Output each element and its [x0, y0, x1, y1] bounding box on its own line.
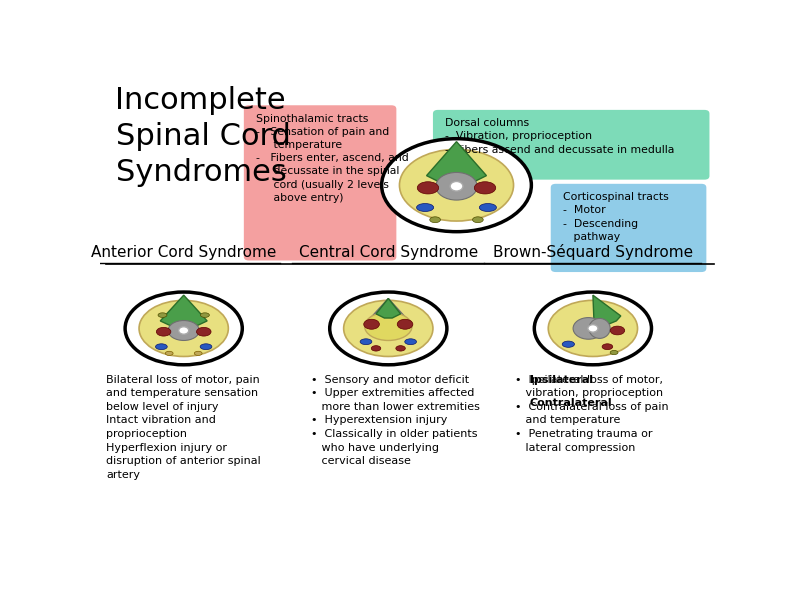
- Ellipse shape: [473, 217, 483, 223]
- Ellipse shape: [479, 203, 497, 211]
- FancyBboxPatch shape: [550, 184, 706, 272]
- Ellipse shape: [398, 319, 413, 329]
- Ellipse shape: [534, 292, 651, 365]
- Text: Brown-Séquard Syndrome: Brown-Séquard Syndrome: [493, 244, 693, 260]
- Circle shape: [588, 325, 598, 332]
- Ellipse shape: [364, 319, 379, 329]
- Ellipse shape: [168, 320, 199, 340]
- Ellipse shape: [197, 328, 211, 336]
- Ellipse shape: [330, 292, 447, 365]
- Text: Dorsal columns
-  Vibration, proprioception
-  Fibers ascend and decussate in me: Dorsal columns - Vibration, propriocepti…: [446, 118, 674, 155]
- Ellipse shape: [589, 319, 610, 338]
- Text: Anterior Cord Syndrome: Anterior Cord Syndrome: [91, 245, 276, 260]
- Text: •  Ipsilateral loss of motor,
   vibration, proprioception
•  Contralateral loss: • Ipsilateral loss of motor, vibration, …: [515, 374, 669, 452]
- Text: •  Sensory and motor deficit
•  Upper extremities affected
   more than lower ex: • Sensory and motor deficit • Upper extr…: [310, 374, 480, 466]
- Ellipse shape: [405, 339, 417, 344]
- Ellipse shape: [155, 344, 167, 350]
- Ellipse shape: [602, 344, 613, 350]
- Text: Bilateral loss of motor, pain
and temperature sensation
below level of injury
In: Bilateral loss of motor, pain and temper…: [106, 374, 261, 480]
- Ellipse shape: [156, 328, 171, 336]
- Polygon shape: [367, 298, 410, 326]
- Ellipse shape: [194, 351, 202, 355]
- Ellipse shape: [365, 312, 412, 340]
- Ellipse shape: [418, 182, 438, 194]
- Polygon shape: [593, 295, 621, 327]
- Ellipse shape: [382, 139, 531, 232]
- Ellipse shape: [474, 182, 496, 194]
- Text: Ipsilateral: Ipsilateral: [530, 374, 593, 385]
- FancyBboxPatch shape: [244, 105, 396, 260]
- Ellipse shape: [610, 326, 625, 335]
- Ellipse shape: [158, 313, 167, 317]
- Ellipse shape: [371, 346, 381, 351]
- Ellipse shape: [436, 172, 477, 200]
- Ellipse shape: [201, 313, 210, 317]
- Ellipse shape: [417, 203, 434, 211]
- Text: Spinothalamic tracts
-   Sensation of pain and
     temperature
-   Fibers enter: Spinothalamic tracts - Sensation of pain…: [256, 113, 409, 203]
- Ellipse shape: [430, 217, 441, 223]
- Polygon shape: [426, 142, 486, 184]
- Text: Contralateral: Contralateral: [530, 398, 612, 407]
- Text: Central Cord Syndrome: Central Cord Syndrome: [298, 245, 478, 260]
- Text: Incomplete
Spinal Cord
Syndromes: Incomplete Spinal Cord Syndromes: [115, 86, 290, 187]
- Ellipse shape: [548, 301, 638, 356]
- Circle shape: [178, 327, 189, 334]
- Polygon shape: [160, 295, 207, 327]
- Ellipse shape: [125, 292, 242, 365]
- Ellipse shape: [399, 149, 514, 221]
- Circle shape: [450, 181, 463, 191]
- Polygon shape: [376, 298, 401, 318]
- Ellipse shape: [166, 351, 173, 355]
- Ellipse shape: [562, 341, 574, 347]
- Ellipse shape: [610, 350, 618, 355]
- Ellipse shape: [139, 301, 228, 356]
- Ellipse shape: [344, 301, 433, 356]
- FancyBboxPatch shape: [433, 110, 710, 179]
- Ellipse shape: [573, 317, 604, 339]
- Text: Contralateral: Contralateral: [530, 398, 612, 407]
- Ellipse shape: [360, 339, 372, 344]
- Text: Ipsilateral: Ipsilateral: [530, 374, 593, 385]
- Ellipse shape: [200, 344, 212, 350]
- Ellipse shape: [396, 346, 406, 351]
- Text: Corticospinal tracts
-  Motor
-  Descending
   pathway: Corticospinal tracts - Motor - Descendin…: [563, 192, 669, 242]
